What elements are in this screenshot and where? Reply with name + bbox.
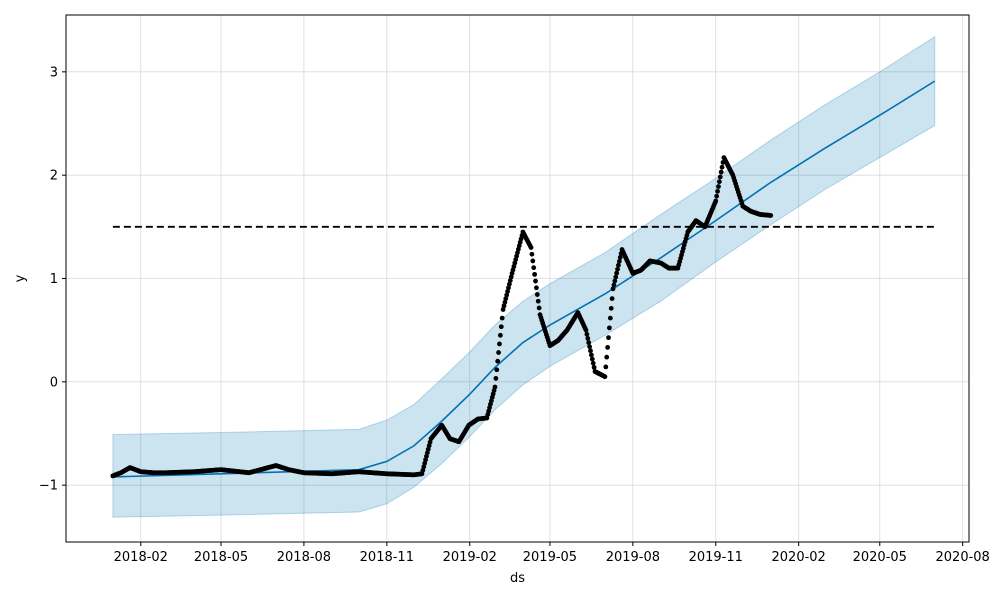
observed-point xyxy=(536,305,542,311)
observed-point xyxy=(716,179,722,185)
observed-point xyxy=(507,278,513,283)
grid-layer xyxy=(66,15,969,542)
observed-point xyxy=(591,364,597,370)
observed-point xyxy=(615,266,620,272)
x-tick-label: 2019-05 xyxy=(523,550,577,565)
uncertainty-band-layer xyxy=(112,35,936,518)
observed-point xyxy=(614,270,620,276)
observed-point xyxy=(499,315,505,321)
observed-point xyxy=(497,332,503,338)
observed-point xyxy=(498,324,504,330)
observed-point xyxy=(604,354,610,360)
observed-point xyxy=(613,274,619,280)
y-tick-label: 1 xyxy=(50,272,58,287)
x-tick-label: 2018-02 xyxy=(114,550,168,565)
observed-point xyxy=(528,245,534,250)
x-axis-title: ds xyxy=(510,571,525,586)
observed-point xyxy=(603,364,609,370)
observed-point xyxy=(583,327,589,333)
y-tick-label: 3 xyxy=(50,65,58,80)
observed-point xyxy=(609,296,615,301)
observed-point xyxy=(492,384,498,390)
observed-point xyxy=(588,348,593,354)
observed-point xyxy=(531,265,537,271)
observed-point xyxy=(529,251,535,257)
observed-point xyxy=(494,367,500,373)
observed-point xyxy=(607,315,613,321)
y-tick-label: 2 xyxy=(50,169,58,184)
observed-point xyxy=(506,281,512,287)
observed-point xyxy=(497,341,502,347)
observed-point xyxy=(587,344,592,350)
observed-points-layer xyxy=(110,155,774,479)
x-tick-label: 2018-11 xyxy=(360,550,414,565)
y-tick-label: 0 xyxy=(50,375,58,390)
observed-point xyxy=(504,292,510,298)
observed-point xyxy=(589,356,595,362)
x-tick-label: 2020-05 xyxy=(853,550,907,565)
observed-point xyxy=(535,298,541,304)
observed-point xyxy=(495,358,501,364)
observed-point xyxy=(606,335,611,341)
x-tick-label: 2018-08 xyxy=(277,550,331,565)
x-tick-label: 2019-08 xyxy=(606,550,660,565)
forecast-line-layer xyxy=(112,80,936,478)
observed-point xyxy=(611,282,617,288)
observed-point xyxy=(493,375,499,381)
observed-point xyxy=(768,213,774,218)
observed-point xyxy=(589,352,594,358)
observed-point xyxy=(506,285,511,291)
observed-point xyxy=(505,289,510,294)
observed-point xyxy=(532,271,538,277)
observed-point xyxy=(585,336,591,341)
x-tick-label: 2018-05 xyxy=(194,550,248,565)
observed-point xyxy=(496,350,501,355)
observed-point xyxy=(503,296,509,302)
observed-point xyxy=(715,188,720,194)
x-tick-label: 2019-11 xyxy=(689,550,743,565)
x-tick-label: 2019-02 xyxy=(443,550,497,565)
observed-point xyxy=(607,325,612,331)
y-tick-label: −1 xyxy=(39,479,58,494)
observed-point xyxy=(500,307,506,312)
observed-point xyxy=(717,174,723,180)
uncertainty-band xyxy=(112,35,936,518)
observed-point xyxy=(608,305,614,311)
observed-point xyxy=(501,303,507,309)
observed-point xyxy=(714,193,720,199)
observed-point xyxy=(612,278,618,284)
y-axis-ticks: −1 0 1 2 3 xyxy=(39,65,66,494)
observed-point xyxy=(530,258,536,264)
x-tick-label: 2020-02 xyxy=(772,550,826,565)
y-axis-title: y xyxy=(13,274,28,282)
observed-point xyxy=(605,344,611,350)
x-axis-ticks: 2018-02 2018-05 2018-08 2018-11 2019-02 2019-… xyxy=(114,542,990,565)
observed-point xyxy=(584,331,590,337)
observed-point xyxy=(508,274,514,280)
observed-point xyxy=(616,262,621,268)
observed-point xyxy=(718,169,724,175)
observed-point xyxy=(534,285,539,291)
observed-point xyxy=(590,360,596,366)
observed-point xyxy=(534,292,540,297)
forecast-line xyxy=(112,80,936,478)
observed-point xyxy=(716,184,721,189)
observed-point xyxy=(713,198,719,204)
observed-point xyxy=(616,258,622,264)
observed-point xyxy=(602,374,608,380)
observed-point xyxy=(617,255,623,260)
x-tick-label: 2020-08 xyxy=(936,550,990,565)
observed-point xyxy=(533,278,538,284)
observed-point xyxy=(610,286,616,292)
observed-point xyxy=(586,340,592,345)
observed-point xyxy=(502,299,508,305)
observed-point xyxy=(719,164,725,170)
